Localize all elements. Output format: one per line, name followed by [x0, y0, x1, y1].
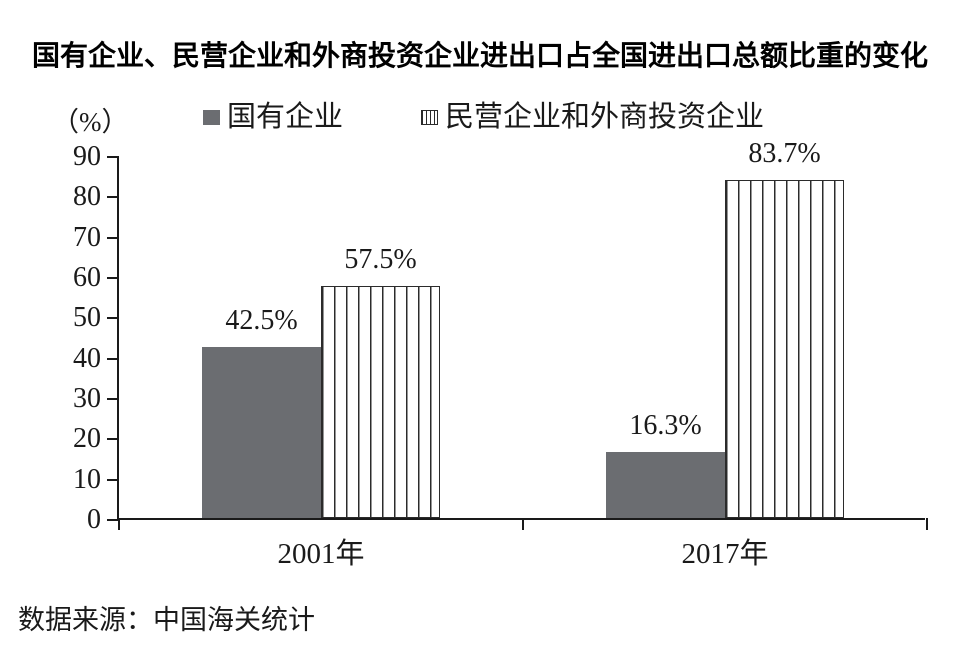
y-axis-tick	[107, 277, 119, 279]
legend-swatch-solid-icon	[203, 110, 220, 126]
y-axis-tick-label: 0	[87, 504, 101, 535]
bar	[725, 180, 844, 518]
y-axis-tick-label: 30	[73, 383, 101, 414]
x-axis-tick	[522, 518, 524, 530]
y-axis-tick-label: 20	[73, 423, 101, 455]
x-axis-category-label: 2001年	[277, 538, 365, 570]
bar-value-label: 57.5%	[344, 244, 417, 276]
y-axis-tick-label: 70	[73, 221, 101, 253]
y-axis-tick	[107, 357, 119, 360]
y-axis-tick	[107, 196, 119, 199]
y-axis-tick-label: 10	[73, 463, 101, 495]
legend-item-private-foreign: 民营企业和外商投资企业	[421, 101, 764, 134]
bar	[321, 286, 440, 518]
bar-value-label: 16.3%	[629, 410, 702, 442]
y-axis-tick-label: 80	[73, 181, 101, 213]
bar	[202, 346, 321, 518]
y-axis-tick	[107, 478, 119, 481]
legend-swatch-striped-icon	[421, 110, 438, 126]
x-axis-tick	[926, 518, 928, 530]
x-axis-tick	[118, 518, 120, 530]
y-axis-tick	[107, 317, 119, 320]
y-axis-tick	[107, 398, 119, 400]
y-axis-tick-label: 50	[73, 302, 101, 334]
legend-item-state-owned: 国有企业	[203, 101, 343, 134]
y-axis-tick	[107, 156, 119, 158]
y-axis-tick-label: 60	[73, 262, 101, 293]
y-axis-tick	[107, 438, 119, 441]
data-source-note: 数据来源：中国海关统计	[18, 605, 315, 635]
y-axis-tick	[107, 236, 119, 239]
plot-area: 0 10 20 30 40 50 60 70 80 90 2001年 42.5% 57.5% 2017年 1…	[73, 138, 928, 570]
chart-title: 国有企业、民营企业和外商投资企业进出口占全国进出口总额比重的变化	[31, 40, 928, 71]
y-axis-tick-label: 90	[73, 141, 101, 172]
bar-value-label: 42.5%	[225, 304, 298, 336]
bar	[606, 452, 725, 518]
y-axis-unit-label: （%）	[52, 107, 129, 137]
legend-label-state-owned: 国有企业	[227, 101, 344, 133]
y-axis-tick-label: 40	[73, 342, 101, 374]
y-axis-tick	[107, 519, 119, 521]
legend-label-private-foreign: 民营企业和外商投资企业	[445, 101, 765, 133]
bar-value-label: 83.7%	[748, 138, 821, 170]
x-axis-category-label: 2017年	[681, 538, 769, 570]
